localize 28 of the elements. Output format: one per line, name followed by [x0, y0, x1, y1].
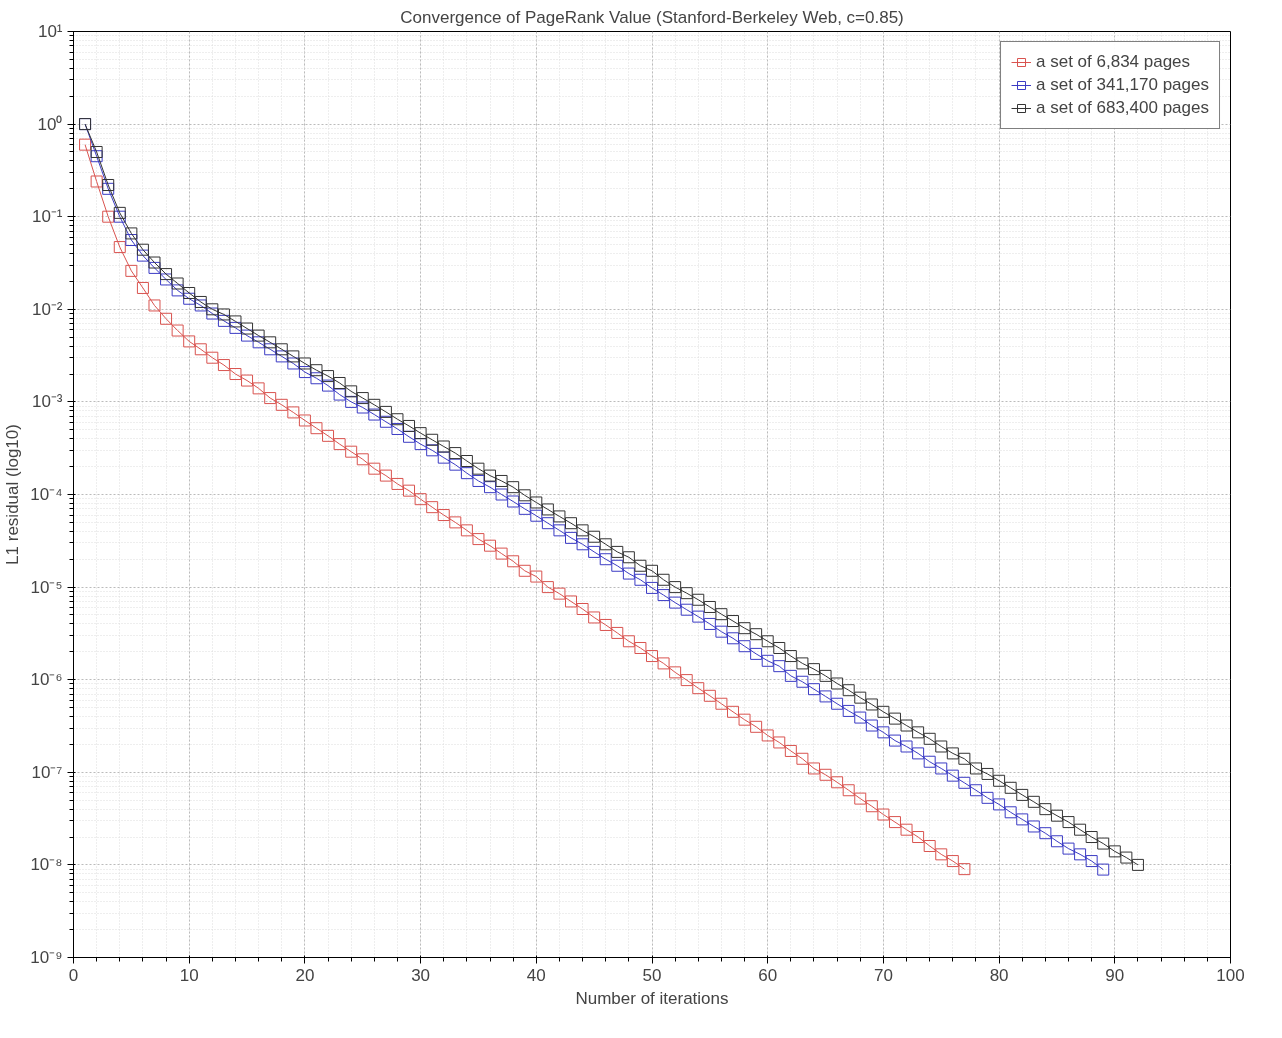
y-axis-title: L1 residual (log10) — [3, 424, 23, 565]
x-tick-label: 10 — [179, 965, 199, 985]
y-tick-label: 10⁻⁶ — [30, 670, 63, 690]
x-tick-label: 70 — [873, 965, 893, 985]
x-tick-label: 90 — [1105, 965, 1125, 985]
y-tick-label: 10¹ — [37, 22, 63, 41]
x-tick-label: 60 — [758, 965, 778, 985]
y-tick-label: 10⁻⁹ — [30, 948, 63, 967]
chart-title: Convergence of PageRank Value (Stanford-Berkeley Web, c=0.85) — [400, 7, 904, 27]
x-tick-label: 80 — [989, 965, 1009, 985]
y-tick-label: 10⁻¹ — [31, 207, 63, 227]
x-tick-label: 50 — [642, 965, 662, 985]
legend-label: a set of 683,400 pages — [1036, 98, 1209, 118]
x-tick-label: 40 — [526, 965, 546, 985]
x-tick-label: 20 — [295, 965, 315, 985]
y-tick-label: 10⁻⁵ — [30, 577, 63, 597]
x-tick-label: 0 — [68, 965, 79, 985]
legend-label: a set of 6,834 pages — [1036, 52, 1191, 72]
y-tick-label: 10⁻⁷ — [31, 762, 63, 782]
y-tick-label: 10⁻⁴ — [30, 485, 63, 504]
y-tick-label: 10⁻⁸ — [30, 855, 63, 875]
legend-label: a set of 341,170 pages — [1036, 75, 1209, 95]
x-tick-label: 100 — [1216, 965, 1245, 985]
x-tick-label: 30 — [411, 965, 431, 985]
y-tick-label: 10⁻² — [31, 299, 63, 319]
y-tick-label: 10⁻³ — [31, 392, 63, 412]
x-axis-title: Number of iterations — [575, 988, 729, 1008]
y-tick-label: 10⁰ — [37, 114, 63, 134]
